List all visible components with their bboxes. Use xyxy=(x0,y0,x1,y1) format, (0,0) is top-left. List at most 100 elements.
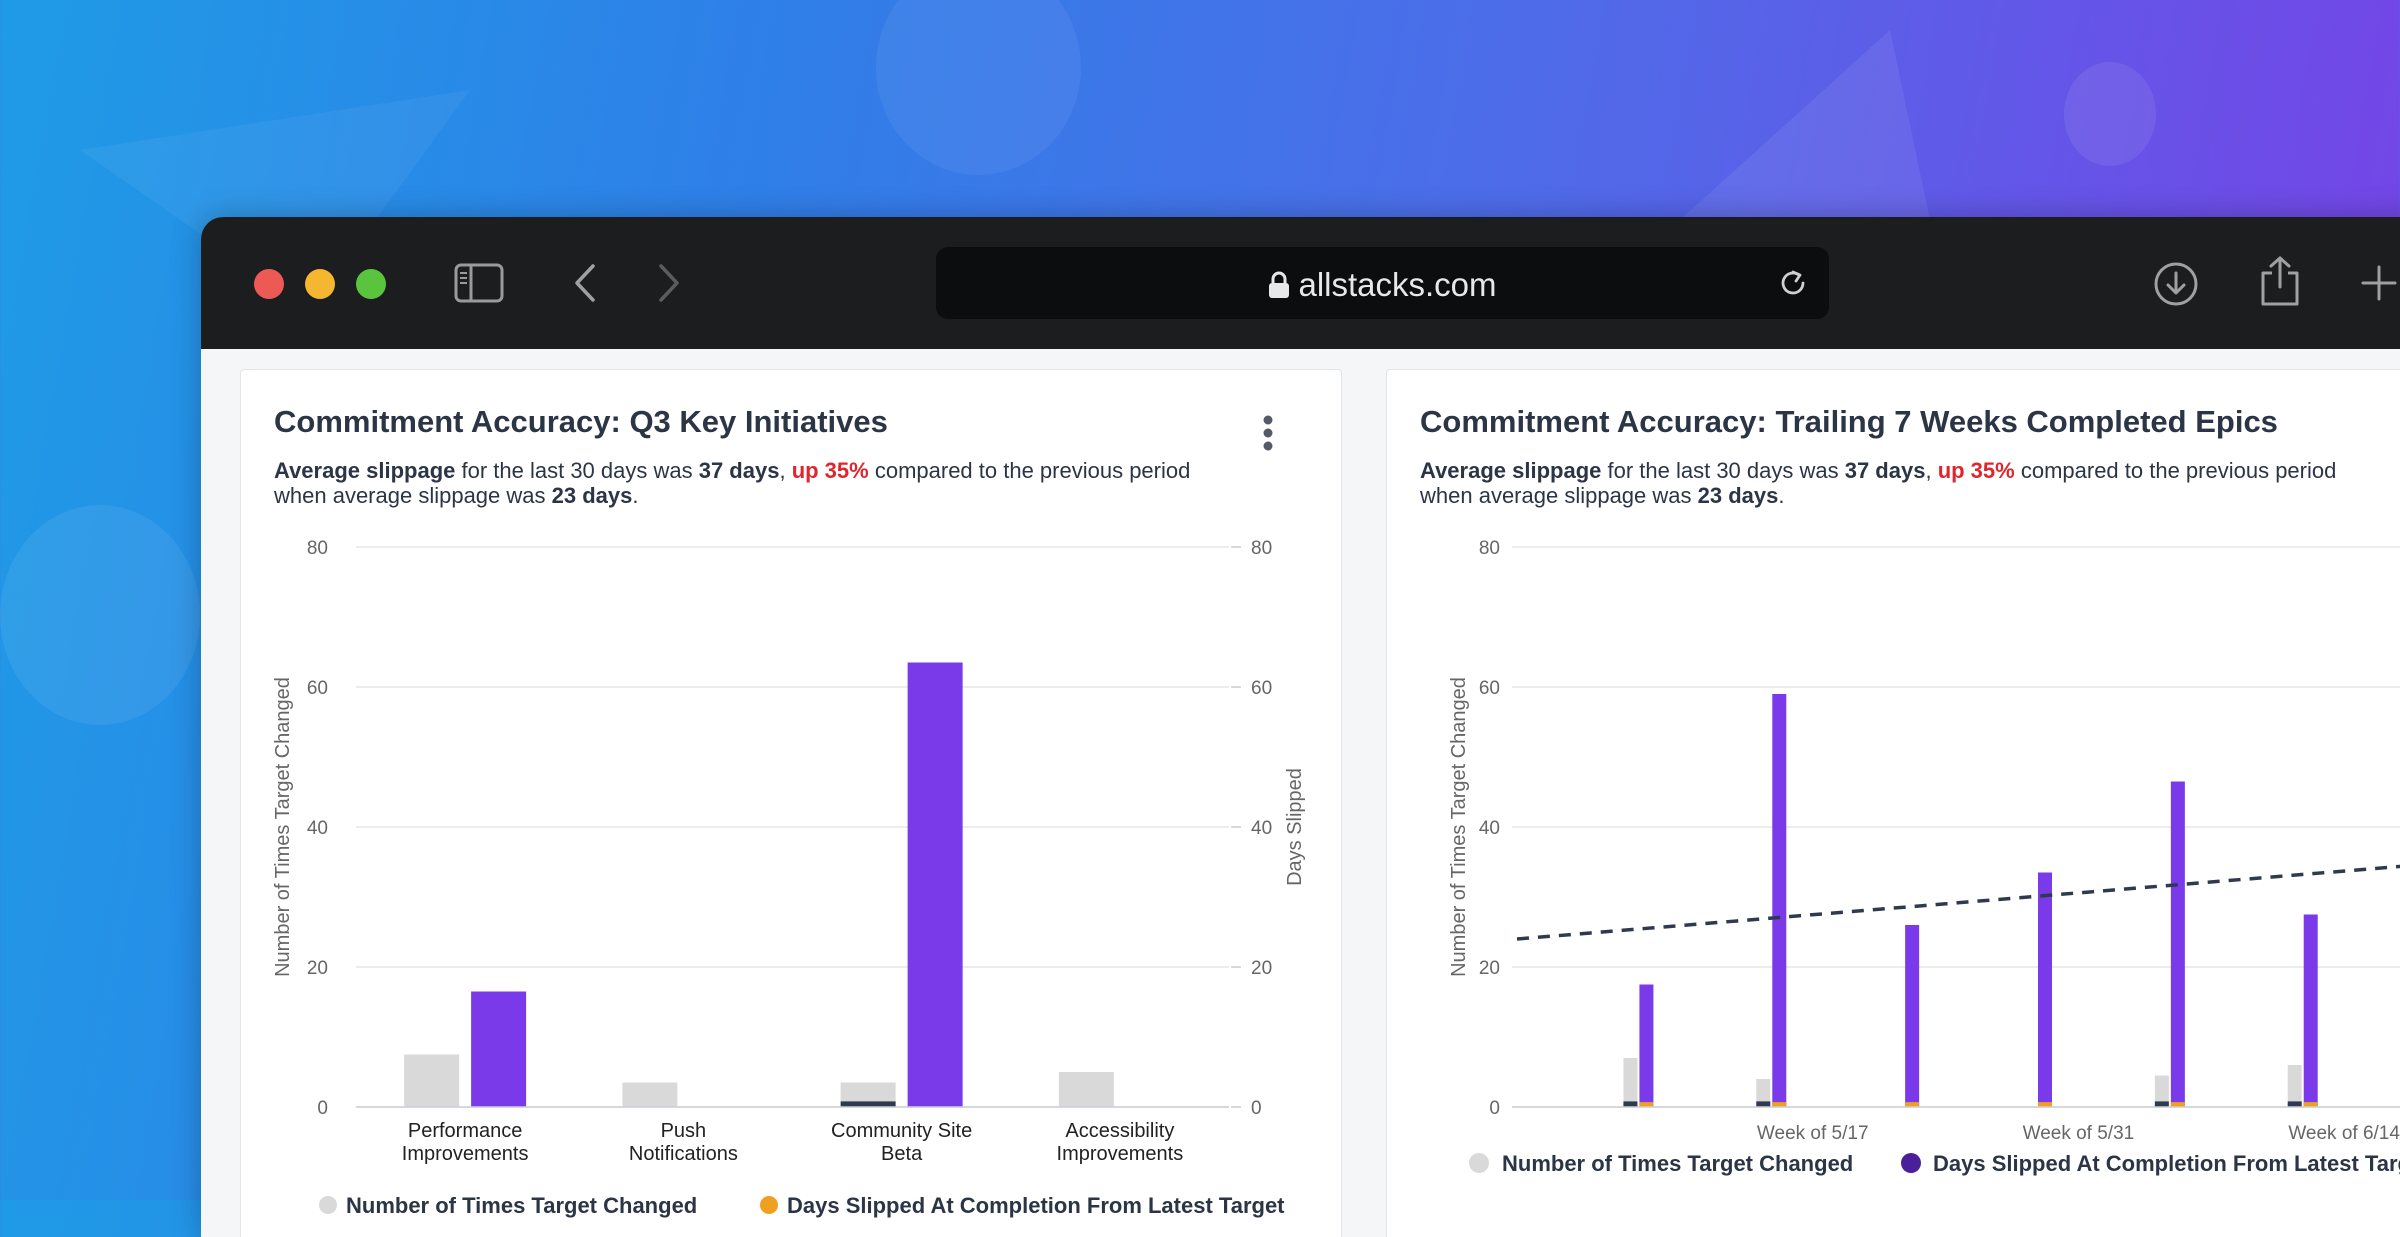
y-axis-tick-label: 40 xyxy=(1479,818,1500,839)
y-axis-tick-label: 80 xyxy=(307,538,328,559)
trend-line xyxy=(1516,864,2400,941)
share-icon[interactable] xyxy=(2259,255,2301,307)
avg-slippage-label: Average slippage xyxy=(274,458,456,483)
card-description: Average slippage for the last 30 days wa… xyxy=(1420,458,2350,508)
y-axis-tick-label: 0 xyxy=(317,1098,328,1119)
bar-days-slipped xyxy=(1639,984,1654,1107)
bar-days-slipped xyxy=(1905,925,1920,1107)
browser-window: allstacks.com Commitment Accuracy: Q3 Ke… xyxy=(201,217,2400,1237)
browser-toolbar: allstacks.com xyxy=(201,217,2400,349)
desc-end: . xyxy=(1778,483,1785,508)
bar-days-slipped xyxy=(1772,694,1787,1107)
downloads-icon[interactable] xyxy=(2153,261,2199,307)
avg-slippage-label: Average slippage xyxy=(1420,458,1602,483)
bar-marker xyxy=(2154,1101,2169,1107)
bar-times-target-changed xyxy=(2154,1075,2169,1107)
current-slippage-value: 37 days xyxy=(1844,458,1926,483)
y-axis-tick-label: 20 xyxy=(1479,958,1500,979)
bar-days-slipped-base xyxy=(1905,1102,1920,1107)
background-triangle xyxy=(1680,30,1930,220)
y-axis-tick-label: 20 xyxy=(307,958,328,979)
legend-swatch xyxy=(1469,1153,1489,1173)
previous-slippage-value: 23 days xyxy=(1697,483,1779,508)
y2-axis-tick-label: 40 xyxy=(1251,818,1272,839)
x-axis-category-label: Community Site xyxy=(831,1120,972,1142)
legend-label: Days Slipped At Completion From Latest T… xyxy=(787,1193,1285,1218)
reload-icon[interactable] xyxy=(1777,267,1809,299)
y-axis-tick-label: 80 xyxy=(1479,538,1500,559)
x-axis-category-label: Beta xyxy=(881,1143,923,1165)
y2-axis-tick-label: 60 xyxy=(1251,678,1272,699)
y-axis-tick-label: 60 xyxy=(1479,678,1500,699)
legend-swatch xyxy=(1901,1153,1921,1173)
forward-icon[interactable] xyxy=(653,262,683,304)
sidebar-icon[interactable] xyxy=(454,263,504,303)
chart-trailing-weeks: 0 20 40 60 80 Number of Times Target Changed W… xyxy=(1448,538,2400,1176)
new-tab-icon[interactable] xyxy=(2361,265,2397,301)
bar-marker xyxy=(1756,1101,1771,1107)
legend-label: Number of Times Target Changed xyxy=(346,1193,697,1218)
y-axis-tick-label: 40 xyxy=(307,818,328,839)
bar-days-slipped-base xyxy=(1772,1102,1787,1107)
x-axis-category-label: Accessibility xyxy=(1065,1120,1174,1142)
bar-days-slipped-base xyxy=(1639,1102,1654,1107)
kebab-menu-icon[interactable] xyxy=(1261,414,1275,454)
y-axis-label: Number of Times Target Changed xyxy=(272,677,294,977)
desc-separator: , xyxy=(779,458,792,483)
x-axis-category-label: Notifications xyxy=(629,1143,738,1165)
card-title: Commitment Accuracy: Trailing 7 Weeks Co… xyxy=(1420,404,2278,439)
chart-card-q3-initiatives: Commitment Accuracy: Q3 Key Initiatives … xyxy=(240,369,1342,1237)
slippage-change-badge: up 35% xyxy=(791,458,869,483)
y2-axis-label: Days Slipped xyxy=(1284,768,1306,886)
legend-swatch xyxy=(319,1196,337,1214)
x-axis-category-label: Improvements xyxy=(1057,1143,1184,1165)
lock-icon xyxy=(1269,271,1290,298)
desc-end: . xyxy=(632,483,639,508)
x-axis-tick-label: Week of 5/17 xyxy=(1757,1123,1869,1144)
bar-marker xyxy=(1623,1101,1638,1107)
bar-marker xyxy=(2287,1101,2302,1107)
y2-axis-tick-label: 80 xyxy=(1251,538,1272,559)
chart-q3-initiatives: 0 0 20 20 40 40 60 60 80 80 Number of Times Target… xyxy=(272,538,1306,1218)
x-axis-category-label: Improvements xyxy=(402,1143,529,1165)
bar-days-slipped-base xyxy=(2303,1102,2318,1107)
address-bar[interactable]: allstacks.com xyxy=(936,247,1829,319)
card-description: Average slippage for the last 30 days wa… xyxy=(274,458,1204,508)
bar-times-target-changed xyxy=(1756,1079,1771,1107)
y-axis-label: Number of Times Target Changed xyxy=(1448,677,1470,977)
bar-times-target-changed xyxy=(1058,1072,1114,1107)
y-axis-tick-label: 0 xyxy=(1489,1098,1500,1119)
bar-days-slipped xyxy=(2038,872,2052,1107)
desc-separator: , xyxy=(1925,458,1938,483)
close-window-button[interactable] xyxy=(254,269,284,299)
x-axis-tick-label: Week of 6/14 xyxy=(2288,1123,2400,1144)
desc-text: for the last 30 days was xyxy=(455,458,699,483)
bar-times-target-changed xyxy=(404,1054,460,1107)
bar-days-slipped xyxy=(471,991,527,1107)
desc-text: for the last 30 days was xyxy=(1601,458,1845,483)
y2-axis-tick-label: 0 xyxy=(1251,1098,1262,1119)
card-title: Commitment Accuracy: Q3 Key Initiatives xyxy=(274,404,888,439)
minimize-window-button[interactable] xyxy=(305,269,335,299)
url-text: allstacks.com xyxy=(936,266,1829,304)
x-axis-tick-label: Week of 5/31 xyxy=(2023,1123,2135,1144)
bar-days-slipped xyxy=(2170,781,2185,1107)
background-blob xyxy=(876,0,1081,175)
maximize-window-button[interactable] xyxy=(356,269,386,299)
bar-days-slipped xyxy=(907,662,963,1107)
bar-times-target-changed xyxy=(1623,1058,1638,1107)
url-label: allstacks.com xyxy=(1298,266,1497,303)
background-blob xyxy=(2064,62,2156,166)
bar-marker xyxy=(840,1101,896,1107)
desc-text: compared to the previous period when ave… xyxy=(1420,458,2337,508)
bar-days-slipped-base xyxy=(2170,1102,2185,1107)
y2-axis-tick-label: 20 xyxy=(1251,958,1272,979)
legend-label: Days Slipped At Completion From Latest T… xyxy=(1933,1151,2400,1176)
back-icon[interactable] xyxy=(571,262,601,304)
background-triangle xyxy=(80,90,470,310)
x-axis-category-label: Push xyxy=(661,1120,707,1142)
current-slippage-value: 37 days xyxy=(698,458,780,483)
slippage-change-badge: up 35% xyxy=(1937,458,2015,483)
y-axis-tick-label: 60 xyxy=(307,678,328,699)
desc-text: compared to the previous period when ave… xyxy=(274,458,1191,508)
